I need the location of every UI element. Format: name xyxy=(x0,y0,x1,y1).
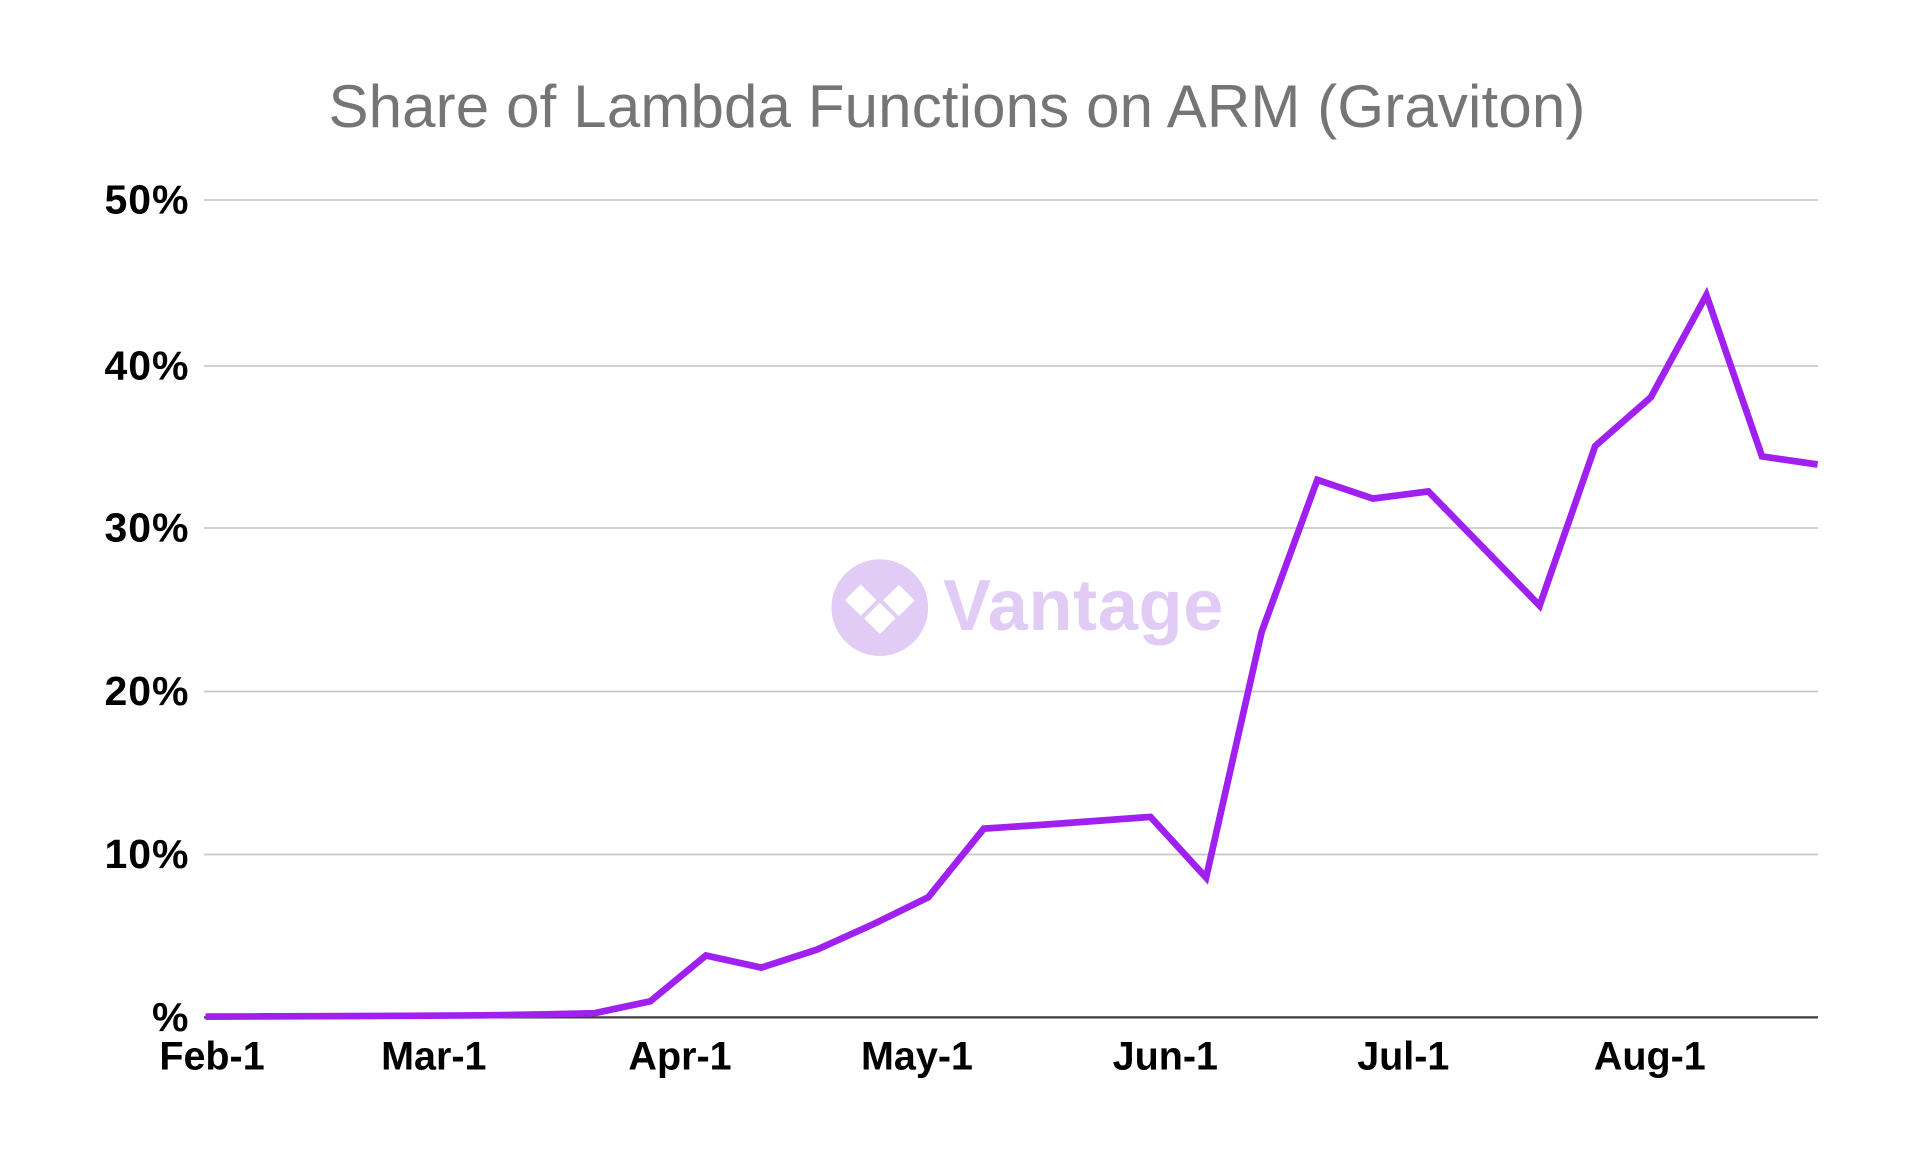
svg-text:Jul-1: Jul-1 xyxy=(1357,1035,1449,1079)
svg-text:May-1: May-1 xyxy=(861,1035,973,1079)
svg-text:Vantage: Vantage xyxy=(943,566,1224,646)
svg-text:20%: 20% xyxy=(104,668,189,714)
svg-text:40%: 40% xyxy=(104,343,189,389)
svg-text:30%: 30% xyxy=(104,505,189,551)
svg-text:Jun-1: Jun-1 xyxy=(1113,1035,1218,1079)
svg-text:%: % xyxy=(152,994,189,1040)
svg-text:10%: 10% xyxy=(104,831,189,877)
svg-text:Apr-1: Apr-1 xyxy=(628,1035,731,1079)
svg-text:Mar-1: Mar-1 xyxy=(381,1035,486,1079)
svg-text:Aug-1: Aug-1 xyxy=(1594,1035,1706,1079)
svg-text:Feb-1: Feb-1 xyxy=(159,1035,264,1079)
svg-text:50%: 50% xyxy=(104,177,189,223)
svg-text:Share of Lambda Functions on A: Share of Lambda Functions on ARM (Gravit… xyxy=(328,73,1585,140)
